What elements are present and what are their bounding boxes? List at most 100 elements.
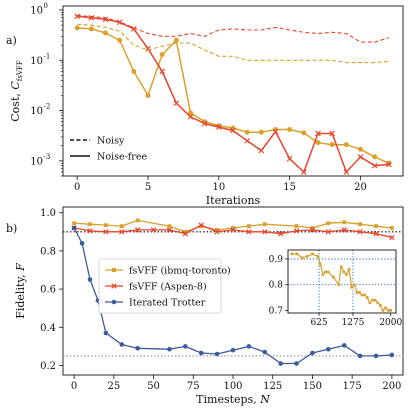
fidelity-series-2-point <box>389 352 395 358</box>
inset-series-point <box>316 255 320 258</box>
panel-a-x-ticks: 0 5 10 15 20 <box>74 176 367 193</box>
fidelity-series-1-point <box>389 234 395 241</box>
inset-series-point <box>379 303 382 307</box>
legend-noise-free-label: Noise-free <box>97 152 147 163</box>
cost-series-0-point <box>117 37 123 43</box>
panel-b-fidelity-plot: 0 25 50 75 100 125 150 175 200 0.2 0.4 0.6 0.8 1.0 T… <box>14 206 404 406</box>
fidelity-series-0-point <box>358 222 363 227</box>
fidelity-series-0-point <box>119 224 124 228</box>
fidelity-series-2-point <box>167 346 172 352</box>
panel-b-x-axis-label: Timesteps, N <box>196 393 270 406</box>
inset-series-point <box>306 255 309 258</box>
fidelity-series-1-point <box>198 222 204 228</box>
panel-label-b: b) <box>6 222 17 235</box>
fidelity-series-1-point <box>182 231 189 237</box>
fidelity-series-1-point <box>277 231 284 237</box>
panel-b-y-tick-label: 0.8 <box>40 246 56 257</box>
panel-b-y-tick-label: 0.4 <box>40 323 56 334</box>
inset-series-point <box>347 267 351 271</box>
cost-series-1-point <box>386 161 392 168</box>
fidelity-series-1-point <box>246 229 252 235</box>
inset-series-point <box>345 273 348 276</box>
fidelity-series-2-point <box>214 351 220 357</box>
panel-a-x-tick-label: 15 <box>283 182 296 193</box>
fidelity-series-1-point <box>309 227 316 233</box>
inset-ticks: 625 1275 2000 0.7 0.8 0.9 <box>269 255 403 328</box>
fidelity-series-2-point <box>198 350 204 356</box>
cost-series-0-point <box>287 127 293 133</box>
fidelity-series-1-point <box>325 229 332 235</box>
panel-a-x-tick-label: 5 <box>145 182 151 193</box>
panel-a-x-tick-label: 10 <box>212 182 225 193</box>
inset-series-point <box>319 262 322 266</box>
inset-y-tick-label: 0.8 <box>269 281 284 291</box>
fidelity-series-0-point <box>167 224 172 228</box>
inset-background <box>288 250 396 313</box>
cost-series-2-line <box>77 23 389 64</box>
cost-series-0-point <box>343 142 349 148</box>
inset-y-tick-label: 0.7 <box>269 306 284 316</box>
inset-series-point <box>321 273 325 276</box>
cost-series-1-point <box>329 130 335 137</box>
panel-a-series <box>74 13 392 175</box>
panel-b-x-tick-label: 75 <box>187 381 200 392</box>
panel-b-legend: fsVFF (ibmq-toronto) fsVFF (Aspen-8) Itera… <box>98 258 231 314</box>
inset-frame <box>287 249 397 314</box>
panel-a-y-tick-exponent: 0 <box>44 2 48 10</box>
panel-b-y-axis-label: Fidelity, F <box>14 263 27 319</box>
cost-series-1-point <box>315 130 321 137</box>
fidelity-series-2-point <box>262 349 268 355</box>
cost-series-0-point <box>131 68 137 74</box>
inset-series-point <box>371 298 374 302</box>
panel-a-y-tick-exponent: -1 <box>44 52 51 60</box>
cost-series-1-point <box>301 169 307 175</box>
fidelity-series-2-point <box>79 240 85 246</box>
fidelity-series-0-point <box>135 218 140 223</box>
panel-b-y-label-main: Fidelity, <box>14 271 27 319</box>
panel-b-x-label-symbol: N <box>259 393 270 406</box>
fidelity-series-2-point <box>310 350 315 356</box>
panel-a-y-tick-label: 10 <box>30 56 43 67</box>
fidelity-series-2-line <box>73 227 392 365</box>
panel-b-y-tick-label: 0.6 <box>40 285 56 296</box>
panel-b-legend-box <box>98 258 222 314</box>
cost-series-0-point <box>258 129 264 135</box>
fidelity-series-1-point <box>341 227 347 233</box>
cost-series-1-point <box>357 154 364 160</box>
cost-series-1-point <box>145 45 151 52</box>
fidelity-series-2-point <box>230 347 236 353</box>
panel-a-x-axis-label: Iterations <box>206 194 261 207</box>
inset-series-point <box>300 256 304 260</box>
cost-series-1-point <box>116 19 123 26</box>
fidelity-series-0-point <box>389 226 394 230</box>
legend-label-2: Iterated Trotter <box>129 297 206 308</box>
fidelity-series-0-point <box>199 224 204 228</box>
cost-series-3-line <box>77 14 389 43</box>
inset-series-point <box>324 270 327 274</box>
fidelity-series-2-point <box>326 346 331 352</box>
panel-a-legend: Noisy Noise-free <box>70 136 147 163</box>
inset-series-point <box>373 298 377 302</box>
inset-series-point <box>350 285 353 289</box>
cost-series-0-point <box>357 146 363 152</box>
inset-x-tick-label: 2000 <box>379 318 402 328</box>
cost-series-1-point <box>88 14 95 21</box>
cost-series-1-point <box>187 114 194 120</box>
fidelity-series-2-point <box>246 344 252 349</box>
fidelity-series-0-point <box>231 226 235 230</box>
cost-series-1-point <box>201 120 208 127</box>
panel-a-x-tick-label: 0 <box>74 182 80 193</box>
fidelity-series-2-point <box>373 353 379 359</box>
panel-a-y-tick-exponent: -2 <box>44 103 51 111</box>
panel-b-y-tick-label: 1.0 <box>40 208 56 219</box>
inset-series-point <box>358 291 361 294</box>
panel-b-x-tick-label: 200 <box>382 381 401 392</box>
fidelity-series-1-point <box>103 229 109 235</box>
cost-series-0-point <box>159 52 165 58</box>
panel-b-x-ticks: 0 25 50 75 100 125 150 175 200 <box>71 375 401 392</box>
inset-series-point <box>355 291 359 294</box>
cost-series-1-point <box>173 100 180 107</box>
cost-series-1-point <box>343 169 350 175</box>
